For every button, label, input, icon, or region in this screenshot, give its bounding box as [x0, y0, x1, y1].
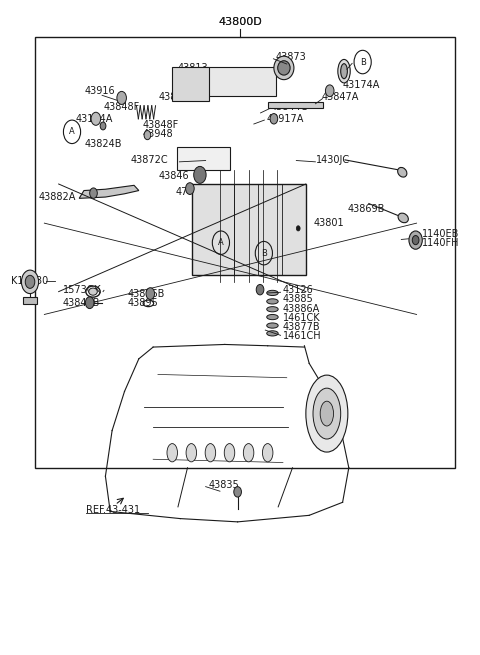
Text: 43917A: 43917A — [266, 114, 304, 124]
Bar — [24, 297, 36, 304]
Text: A: A — [69, 127, 75, 136]
Circle shape — [25, 275, 35, 288]
Bar — [177, 147, 230, 170]
Circle shape — [409, 231, 422, 250]
Text: 43882A: 43882A — [38, 192, 76, 202]
Ellipse shape — [320, 402, 334, 426]
Text: 43885: 43885 — [283, 295, 314, 305]
Text: 1430JC: 1430JC — [316, 155, 350, 165]
Text: 43824B: 43824B — [85, 139, 122, 149]
Text: 43846B: 43846B — [62, 298, 100, 308]
Circle shape — [91, 112, 101, 125]
Circle shape — [117, 92, 126, 104]
Text: K17530: K17530 — [11, 276, 48, 286]
Circle shape — [270, 113, 278, 124]
Circle shape — [22, 270, 38, 293]
Text: 43174A: 43174A — [343, 80, 380, 90]
Ellipse shape — [243, 443, 254, 462]
Text: B: B — [360, 58, 366, 67]
Text: B: B — [261, 249, 267, 257]
Text: 43800D: 43800D — [218, 17, 262, 28]
Text: 43835: 43835 — [209, 480, 240, 491]
Text: 43916: 43916 — [85, 86, 116, 96]
Text: 43813: 43813 — [178, 63, 209, 73]
Ellipse shape — [267, 299, 278, 304]
Text: 1461CH: 1461CH — [283, 331, 322, 341]
Circle shape — [325, 85, 334, 97]
Bar — [35, 37, 455, 468]
Text: 43843B: 43843B — [159, 92, 196, 102]
Text: 43846: 43846 — [159, 170, 190, 181]
Ellipse shape — [89, 288, 97, 295]
Text: 1573GK: 1573GK — [62, 286, 101, 295]
Text: 43174A: 43174A — [75, 114, 113, 124]
Text: 43126: 43126 — [283, 286, 314, 295]
Ellipse shape — [274, 56, 294, 80]
Ellipse shape — [267, 323, 278, 328]
Ellipse shape — [338, 60, 350, 83]
Circle shape — [234, 487, 241, 497]
Ellipse shape — [267, 307, 278, 312]
Ellipse shape — [224, 443, 235, 462]
Ellipse shape — [267, 290, 278, 295]
Text: A: A — [218, 238, 224, 247]
Text: 43800D: 43800D — [218, 17, 262, 28]
Text: 43886A: 43886A — [283, 303, 320, 314]
Ellipse shape — [267, 331, 278, 336]
Ellipse shape — [398, 213, 408, 223]
Text: 43869B: 43869B — [348, 204, 385, 214]
Ellipse shape — [167, 443, 178, 462]
Text: 43873: 43873 — [276, 52, 307, 62]
Text: 43880: 43880 — [204, 75, 235, 84]
Text: 43877B: 43877B — [283, 322, 321, 332]
Text: 1461CK: 1461CK — [283, 312, 321, 323]
Circle shape — [90, 188, 97, 198]
Ellipse shape — [267, 314, 278, 320]
Ellipse shape — [205, 443, 216, 462]
Circle shape — [296, 226, 300, 231]
Text: 43848F: 43848F — [104, 102, 140, 112]
Ellipse shape — [306, 375, 348, 452]
Text: 43844C: 43844C — [271, 102, 308, 112]
Text: 43948: 43948 — [142, 130, 173, 140]
Text: 43895: 43895 — [128, 299, 158, 309]
Text: 47782: 47782 — [176, 187, 206, 198]
Ellipse shape — [313, 388, 341, 439]
Text: 43886B: 43886B — [128, 289, 165, 299]
Text: REF.43-431: REF.43-431 — [86, 505, 141, 515]
Circle shape — [194, 166, 206, 183]
Ellipse shape — [278, 61, 290, 75]
Bar — [192, 67, 276, 96]
Circle shape — [85, 297, 94, 309]
Bar — [172, 67, 209, 101]
Text: 43848F: 43848F — [142, 121, 179, 130]
Bar — [192, 184, 306, 275]
Circle shape — [256, 284, 264, 295]
Text: 1140EB: 1140EB — [422, 229, 460, 239]
Text: 1140FH: 1140FH — [422, 238, 460, 248]
Circle shape — [100, 122, 106, 130]
Ellipse shape — [397, 168, 407, 177]
Circle shape — [412, 236, 419, 245]
Circle shape — [144, 130, 151, 140]
Circle shape — [186, 183, 194, 195]
Ellipse shape — [341, 64, 348, 79]
Polygon shape — [79, 185, 139, 198]
Text: 43847A: 43847A — [321, 92, 359, 102]
Bar — [268, 102, 323, 107]
Text: 43872C: 43872C — [130, 155, 168, 165]
Text: 43801: 43801 — [314, 218, 345, 228]
Ellipse shape — [263, 443, 273, 462]
Ellipse shape — [186, 443, 197, 462]
Circle shape — [146, 288, 155, 299]
